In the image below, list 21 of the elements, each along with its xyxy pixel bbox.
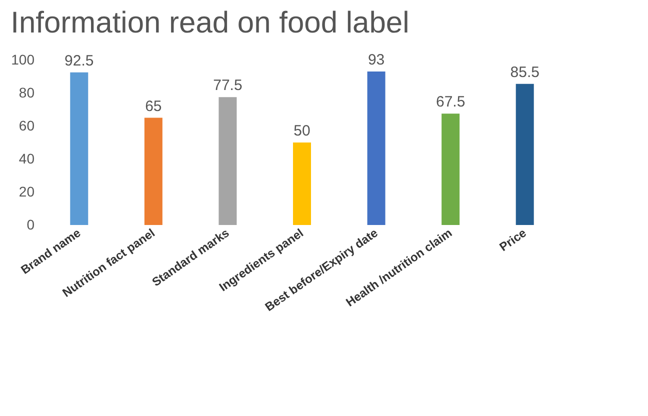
data-label: 65 xyxy=(145,98,162,115)
y-tick-label: 40 xyxy=(18,150,35,166)
bar xyxy=(367,72,386,225)
data-label: 67.5 xyxy=(436,94,466,111)
data-label: 92.5 xyxy=(64,52,94,70)
bar xyxy=(70,72,88,225)
bar xyxy=(218,97,237,225)
data-label: 50 xyxy=(294,122,310,140)
chart-title: Information read on food label xyxy=(10,6,410,40)
bar xyxy=(442,114,460,225)
y-tick-label: 60 xyxy=(18,118,35,134)
bar xyxy=(293,142,311,225)
y-tick-label: 80 xyxy=(18,84,35,100)
data-label: 85.5 xyxy=(510,64,540,81)
y-tick-label: 100 xyxy=(11,52,35,68)
y-tick-label: 0 xyxy=(26,216,35,232)
data-label: 93 xyxy=(368,52,385,69)
bar xyxy=(144,118,162,225)
bar xyxy=(516,84,534,225)
y-tick-label: 20 xyxy=(18,184,35,200)
data-label: 77.5 xyxy=(213,77,242,94)
